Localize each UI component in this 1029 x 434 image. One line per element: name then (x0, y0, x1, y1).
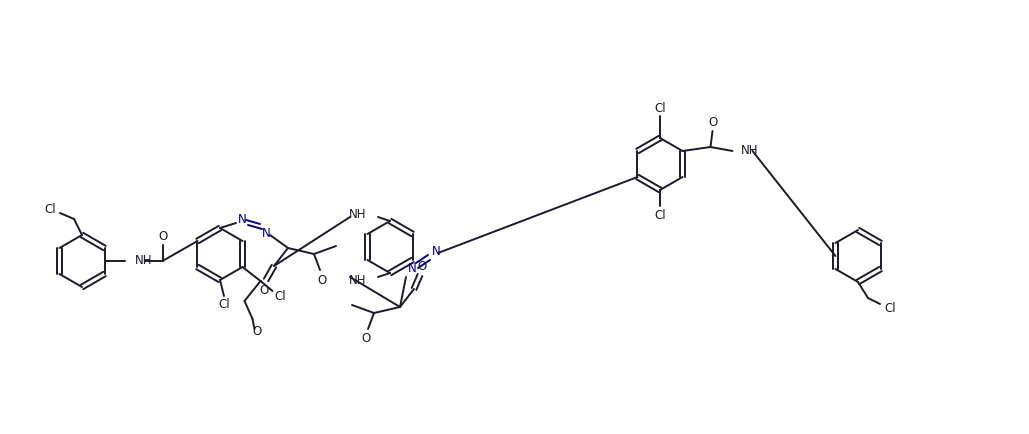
Text: N: N (407, 261, 417, 274)
Text: NH: NH (349, 274, 366, 287)
Text: N: N (238, 213, 246, 226)
Text: Cl: Cl (218, 298, 229, 311)
Text: NH: NH (135, 254, 152, 267)
Text: O: O (317, 273, 326, 286)
Text: Cl: Cl (654, 101, 666, 114)
Text: NH: NH (349, 208, 366, 221)
Text: N: N (431, 245, 440, 258)
Text: N: N (261, 227, 271, 240)
Text: O: O (361, 332, 370, 345)
Text: O: O (418, 259, 427, 272)
Text: Cl: Cl (275, 289, 286, 302)
Text: NH: NH (741, 143, 758, 156)
Text: O: O (708, 116, 717, 129)
Text: O: O (157, 230, 167, 243)
Text: Cl: Cl (884, 302, 896, 315)
Text: Cl: Cl (44, 203, 56, 216)
Text: Cl: Cl (654, 209, 666, 222)
Text: O: O (259, 283, 269, 296)
Text: O: O (252, 325, 261, 338)
